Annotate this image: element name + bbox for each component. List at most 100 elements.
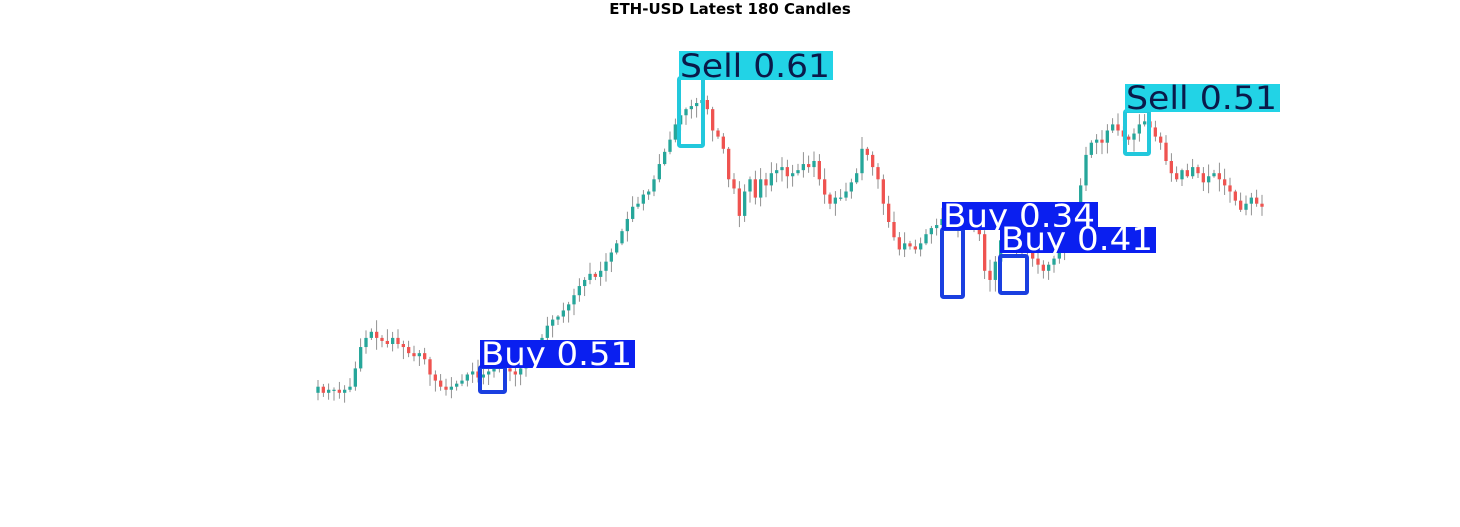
sell-detection: Sell 0.61 — [677, 47, 833, 148]
candle-up — [919, 243, 923, 250]
candle-up — [775, 170, 779, 174]
candle-up — [791, 173, 795, 177]
candle-down — [380, 337, 384, 341]
detection-label-background — [1125, 84, 1280, 112]
candle-up — [1207, 176, 1211, 183]
candle-down — [439, 380, 443, 387]
candle-down — [423, 353, 427, 360]
candle-up — [1089, 142, 1093, 155]
candle-down — [385, 340, 389, 344]
candle-down — [407, 347, 411, 354]
candle-up — [471, 371, 475, 375]
candle-down — [1260, 203, 1264, 207]
candle-up — [556, 316, 560, 320]
candle-down — [1239, 200, 1243, 210]
candle-up — [935, 225, 939, 229]
detection-label-background — [679, 51, 833, 80]
candle-down — [807, 164, 811, 168]
sell-detection: Sell 0.51 — [1123, 79, 1280, 156]
candle-up — [631, 206, 635, 219]
candle-up — [636, 203, 640, 207]
candle-down — [716, 130, 720, 137]
candle-up — [572, 295, 576, 305]
candle-up — [929, 228, 933, 235]
candle-down — [1217, 173, 1221, 180]
candle-down — [375, 331, 379, 338]
candle-up — [759, 179, 763, 198]
candle-up — [620, 231, 624, 244]
candle-up — [449, 386, 453, 390]
detection-box — [1123, 109, 1151, 156]
candle-down — [897, 237, 901, 250]
candle-up — [1084, 154, 1088, 186]
candle-up — [369, 331, 373, 338]
candle-up — [780, 167, 784, 171]
candle-up — [812, 161, 816, 168]
candle-down — [871, 154, 875, 168]
candle-down — [412, 353, 416, 357]
candle-down — [721, 136, 725, 149]
candle-up — [359, 347, 363, 369]
candle-up — [343, 389, 347, 393]
candle-down — [444, 386, 448, 390]
candle-up — [1212, 173, 1216, 177]
candle-down — [513, 371, 517, 375]
candle-down — [1127, 136, 1131, 140]
candle-up — [1095, 139, 1099, 143]
candle-up — [695, 103, 699, 107]
candle-up — [455, 383, 459, 387]
candle-down — [705, 100, 709, 110]
candle-down — [337, 389, 341, 393]
candle-up — [684, 109, 688, 116]
candle-down — [1036, 258, 1040, 265]
candle-down — [913, 246, 917, 250]
candle-down — [727, 148, 731, 180]
candle-up — [1244, 203, 1248, 210]
candle-up — [348, 386, 352, 390]
candle-up — [1111, 124, 1115, 131]
candle-up — [1132, 133, 1136, 140]
candle-down — [1164, 142, 1168, 161]
candle-up — [1052, 258, 1056, 265]
candle-down — [396, 337, 400, 344]
candle-up — [801, 164, 805, 171]
candle-down — [401, 344, 405, 348]
candle-up — [1180, 170, 1184, 180]
detection-label: Buy 0.51 — [481, 335, 632, 373]
detection-label: Sell 0.61 — [680, 47, 830, 85]
candle-up — [855, 173, 859, 183]
candle-down — [1255, 197, 1259, 204]
candle-down — [823, 179, 827, 195]
candle-down — [817, 161, 821, 180]
candle-down — [1153, 127, 1157, 137]
candle-up — [652, 179, 656, 192]
candle-up — [668, 139, 672, 152]
candle-down — [508, 368, 512, 372]
detection-box — [998, 254, 1029, 295]
candle-up — [599, 270, 603, 277]
detection-label-background — [480, 340, 635, 368]
candle-up — [1105, 130, 1109, 143]
candle-up — [577, 286, 581, 296]
candle-down — [1228, 185, 1232, 192]
candle-down — [1159, 136, 1163, 143]
candle-up — [460, 380, 464, 384]
candle-down — [593, 273, 597, 277]
candle-up — [1191, 167, 1195, 177]
candle-up — [769, 173, 773, 186]
detection-label: Sell 0.51 — [1126, 79, 1277, 117]
candle-up — [327, 389, 331, 393]
candle-down — [828, 194, 832, 204]
candle-down — [1116, 124, 1120, 131]
detection-box — [940, 227, 965, 299]
candle-up — [615, 243, 619, 253]
candle-down — [1031, 252, 1035, 259]
candle-up — [316, 386, 320, 393]
candle-up — [993, 261, 997, 280]
candle-up — [673, 124, 677, 140]
candle-up — [625, 218, 629, 232]
candle-down — [865, 148, 869, 155]
candle-up — [844, 191, 848, 198]
candle-up — [561, 310, 565, 317]
